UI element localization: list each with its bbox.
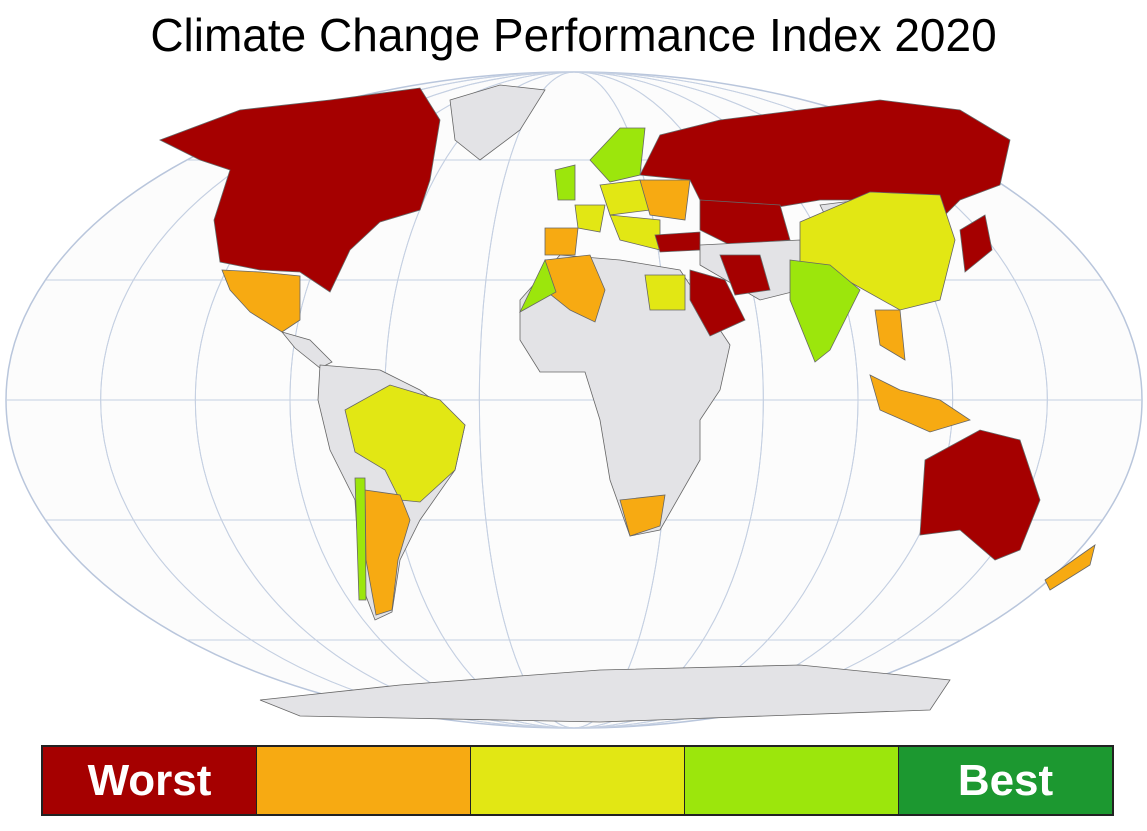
country-scandinavia [589,127,646,183]
meridian-line [100,72,1048,728]
country-spain [544,227,579,256]
country-saudi-arabia [689,269,746,337]
country-france [574,204,606,233]
meridian-line [289,72,859,728]
country-japan [959,214,993,273]
color-legend: Worst Best [41,745,1114,816]
country-southeast-asia [874,309,906,361]
country-turkey [654,231,701,253]
legend-swatch-5: Best [899,747,1112,814]
countries [159,84,1096,723]
country-mexico [221,269,301,333]
country-africa [519,254,731,537]
country-eastern-europe [639,179,691,221]
country-iran [719,254,771,296]
country-north-america-usa-canada [159,87,441,293]
country-uk [554,164,576,201]
legend-swatch-3 [471,747,685,814]
country-argentina [364,489,411,616]
country-antarctica [259,664,951,723]
country-indonesia [869,374,971,433]
legend-label: Worst [87,755,212,805]
country-india [789,259,861,363]
country-australia [919,429,1041,561]
country-chile [354,477,367,601]
country-morocco [519,258,557,313]
country-south-africa [619,494,666,537]
legend-swatch-4 [685,747,899,814]
country-egypt [644,274,686,311]
country-new-zealand [1044,544,1096,591]
country-greenland [449,84,546,161]
country-central-america [280,331,333,369]
country-brazil [344,384,466,503]
legend-swatch-2 [257,747,471,814]
legend-swatch-1: Worst [43,747,257,814]
meridian-line [194,72,954,728]
legend-label: Best [957,755,1054,805]
world-map [5,71,1143,729]
map-title: Climate Change Performance Index 2020 [150,9,997,61]
